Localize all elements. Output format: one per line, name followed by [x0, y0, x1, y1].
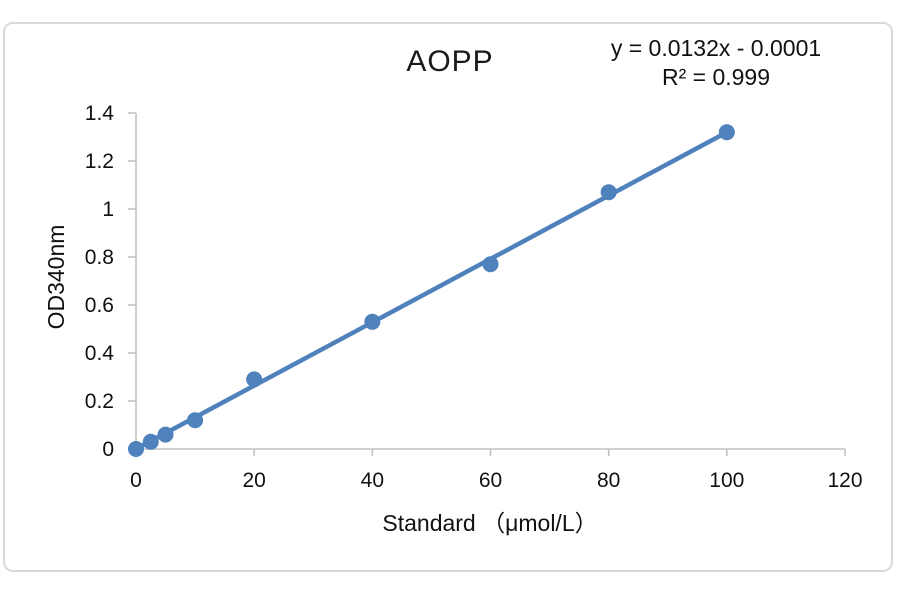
x-tick-label: 120: [827, 469, 862, 492]
y-tick-label: 0.8: [85, 246, 114, 269]
chart-border: [3, 22, 893, 572]
x-tick-label: 100: [709, 469, 744, 492]
trendline: [133, 129, 730, 452]
x-tick-label: 0: [130, 469, 142, 492]
data-point: [246, 371, 263, 388]
data-point: [718, 124, 735, 141]
y-tick-label: 1.4: [85, 102, 115, 125]
y-axis-title: OD340nm: [43, 225, 69, 330]
data-point: [600, 184, 617, 201]
data-point: [482, 256, 499, 273]
y-tick-label: 0.6: [85, 294, 114, 317]
y-tick-label: 1.2: [85, 150, 114, 173]
data-point: [128, 441, 144, 457]
data-point: [142, 433, 159, 450]
y-tick-label: 0: [102, 438, 114, 461]
chart-title: AOPP: [406, 45, 493, 78]
x-tick-label: 80: [597, 469, 620, 492]
y-tick-label: 0.4: [85, 342, 115, 365]
trendline-equation: y = 0.0132x - 0.0001: [611, 35, 821, 61]
y-tick-label: 1: [102, 198, 114, 221]
r-squared-label: R² = 0.999: [662, 64, 770, 90]
data-point: [157, 426, 174, 443]
data-point: [187, 412, 204, 429]
data-point: [364, 313, 381, 330]
tick-labels-group: 0 20 40 60 80 100 120 0 0.2 0.4 0.6 0.8 1 1.2 1.4: [85, 102, 863, 492]
series-group: [128, 124, 735, 457]
x-tick-label: 20: [242, 469, 265, 492]
x-tick-label: 60: [479, 469, 502, 492]
x-axis-title: Standard （μmol/L）: [382, 510, 597, 536]
x-tick-label: 40: [361, 469, 384, 492]
y-tick-label: 0.2: [85, 390, 114, 413]
